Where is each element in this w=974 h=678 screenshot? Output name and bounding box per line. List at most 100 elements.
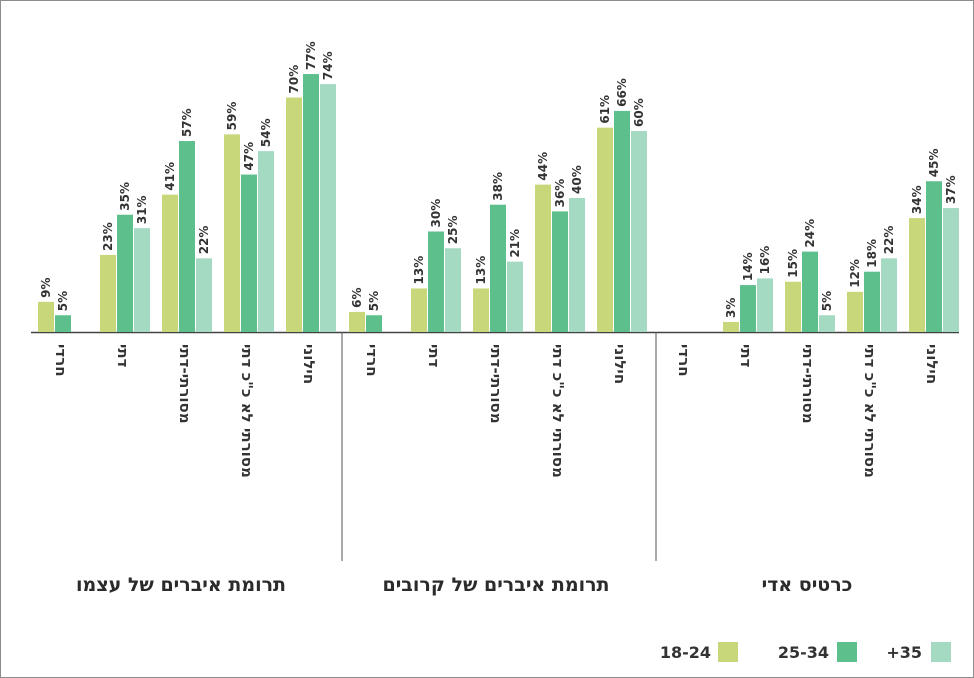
data-label: 60% <box>632 98 646 127</box>
data-label: 18% <box>865 239 879 268</box>
data-label: 16% <box>758 246 772 275</box>
bar <box>445 248 461 332</box>
panel-title: כרטיס אדי <box>762 574 853 596</box>
category-label: מסורתי-דתי <box>487 344 505 424</box>
bar <box>926 181 942 332</box>
bar <box>196 258 212 332</box>
data-label: 54% <box>259 118 273 147</box>
bar <box>847 291 863 332</box>
bar <box>55 315 71 332</box>
bar <box>757 278 773 332</box>
data-label: 22% <box>197 226 211 255</box>
bar <box>740 285 756 332</box>
data-label: 34% <box>910 185 924 214</box>
data-label: 25% <box>446 216 460 245</box>
bar <box>100 254 116 332</box>
data-label: 38% <box>491 172 505 201</box>
data-label: 66% <box>615 78 629 107</box>
bar <box>258 151 274 332</box>
legend-label: +35 <box>886 643 922 662</box>
bar <box>490 204 506 332</box>
category-label: דתי <box>737 344 755 368</box>
data-label: 40% <box>570 165 584 194</box>
bar <box>507 261 523 332</box>
bar <box>303 74 319 333</box>
data-label: 14% <box>741 252 755 281</box>
legend-label: 25-34 <box>778 643 829 662</box>
data-label: 22% <box>882 226 896 255</box>
bar <box>286 97 302 332</box>
data-label: 24% <box>803 219 817 248</box>
data-label: 30% <box>429 199 443 228</box>
bar <box>411 288 427 332</box>
data-label: 13% <box>474 256 488 285</box>
bar <box>117 214 133 332</box>
data-label: 13% <box>412 256 426 285</box>
bar <box>535 184 551 332</box>
category-label: מסורתי-דתי <box>176 344 194 424</box>
data-label: 23% <box>101 222 115 251</box>
legend-swatch <box>718 642 738 662</box>
category-label: חילוני <box>611 344 629 384</box>
category-label: מסורתי לא כ"כ דתי <box>549 344 567 478</box>
data-label: 21% <box>508 229 522 258</box>
bar <box>552 211 568 332</box>
bar <box>909 218 925 332</box>
legend-swatch <box>931 642 951 662</box>
data-label: 36% <box>553 179 567 208</box>
category-label: חרדי <box>52 344 70 377</box>
data-label: 57% <box>180 108 194 137</box>
bar <box>473 288 489 332</box>
bar <box>428 231 444 332</box>
bar <box>802 251 818 332</box>
category-label: מסורתי-דתי <box>799 344 817 424</box>
bar <box>38 301 54 332</box>
bar <box>597 127 613 333</box>
bar <box>864 271 880 332</box>
data-label: 5% <box>820 291 834 311</box>
data-label: 45% <box>927 149 941 178</box>
data-label: 44% <box>536 152 550 181</box>
data-label: 5% <box>56 291 70 311</box>
data-label: 41% <box>163 162 177 191</box>
bar <box>179 141 195 332</box>
category-label: מסורתי לא כ"כ דתי <box>861 344 879 478</box>
category-label: חילוני <box>300 344 318 384</box>
data-label: 9% <box>39 277 53 297</box>
category-label: חרדי <box>675 344 693 377</box>
legend-label: 18-24 <box>660 643 711 662</box>
bar <box>224 134 240 332</box>
data-label: 6% <box>350 288 364 308</box>
bar <box>785 281 801 332</box>
bar <box>819 315 835 332</box>
data-label: 5% <box>367 291 381 311</box>
bar <box>134 228 150 332</box>
data-label: 37% <box>944 175 958 204</box>
category-label: דתי <box>114 344 132 368</box>
bar <box>614 110 630 333</box>
data-label: 35% <box>118 182 132 211</box>
bar <box>631 131 647 332</box>
panel-title: תרומת איברים של קרובים <box>382 574 609 596</box>
data-label: 70% <box>287 65 301 94</box>
bar <box>366 315 382 332</box>
bar <box>569 198 585 332</box>
data-label: 47% <box>242 142 256 171</box>
category-label: דתי <box>425 344 443 368</box>
category-label: חרדי <box>363 344 381 377</box>
bar <box>162 194 178 332</box>
data-label: 12% <box>848 259 862 288</box>
data-label: 15% <box>786 249 800 278</box>
data-label: 3% <box>724 298 738 318</box>
data-label: 61% <box>598 95 612 124</box>
category-label: מסורתי לא כ"כ דתי <box>238 344 256 478</box>
bar <box>881 258 897 332</box>
bars-layer <box>38 74 959 333</box>
panel-title: תרומת איברים של עצמו <box>76 574 286 596</box>
legend: 18-24 25-34 +35 <box>660 642 951 662</box>
data-label: 31% <box>135 195 149 224</box>
legend-swatch <box>837 642 857 662</box>
category-label: חילוני <box>923 344 941 384</box>
